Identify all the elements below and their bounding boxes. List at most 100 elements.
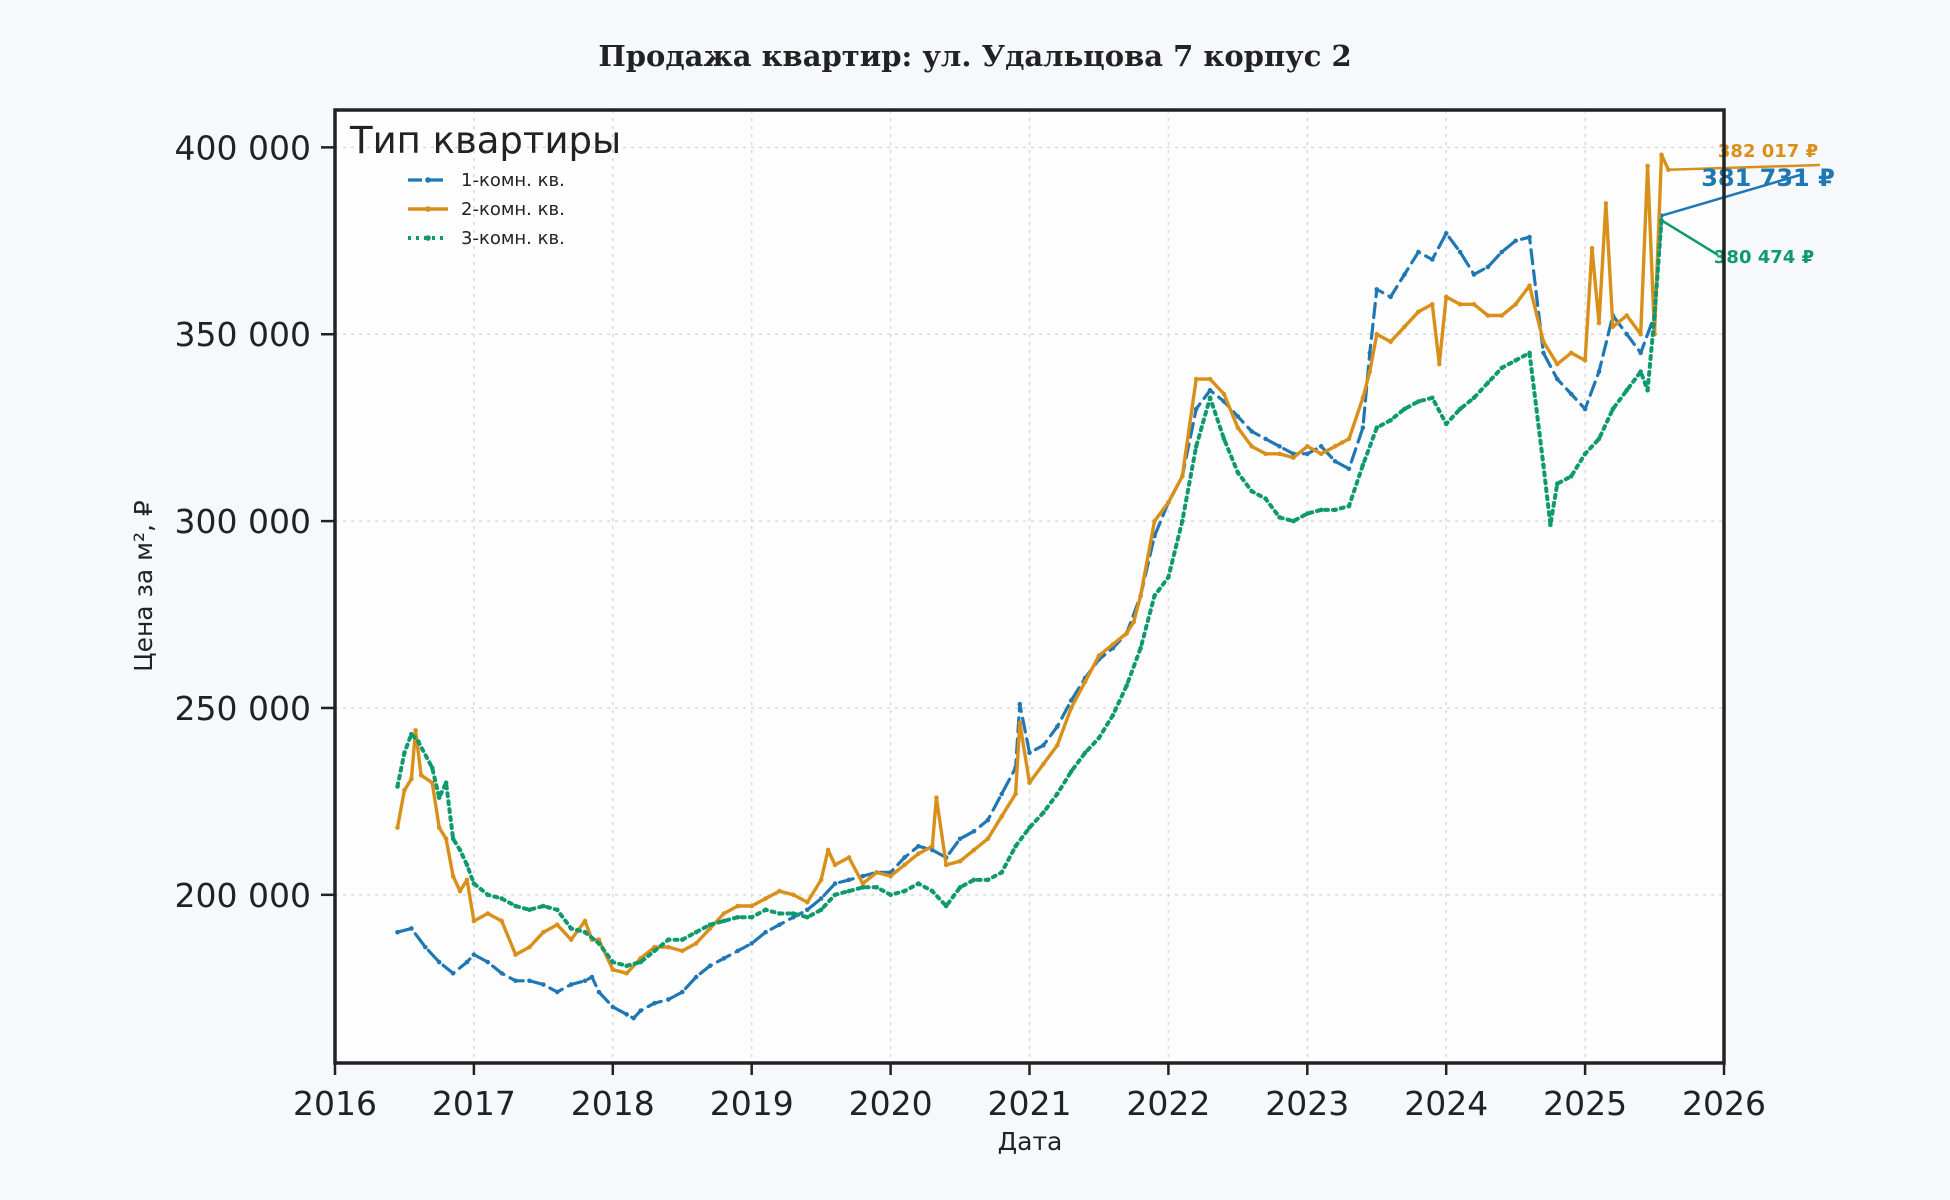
- y-tick-label: 300 000: [175, 502, 311, 541]
- data-point: [929, 888, 935, 894]
- data-point: [413, 728, 418, 733]
- data-point: [1017, 720, 1023, 726]
- x-axis-label: Дата: [998, 1127, 1063, 1156]
- data-point: [666, 937, 671, 942]
- data-point: [402, 750, 407, 756]
- data-point: [471, 918, 477, 924]
- data-point: [1638, 369, 1643, 374]
- data-point: [1485, 264, 1491, 270]
- data-point: [1013, 843, 1018, 849]
- data-point: [874, 885, 880, 890]
- data-point: [624, 1012, 629, 1017]
- data-point: [527, 978, 532, 984]
- data-point: [450, 873, 456, 879]
- data-point: [610, 1004, 616, 1010]
- data-point: [1082, 750, 1088, 756]
- data-point: [582, 978, 588, 984]
- data-point: [471, 952, 477, 957]
- data-point: [999, 870, 1005, 875]
- data-point: [1054, 743, 1060, 748]
- data-point: [1485, 380, 1491, 386]
- data-point: [902, 862, 907, 868]
- y-tick-label: 250 000: [175, 689, 311, 728]
- data-point: [485, 911, 491, 916]
- data-point: [804, 907, 810, 913]
- x-tick-label: 2023: [1265, 1084, 1349, 1123]
- data-point: [791, 914, 796, 920]
- data-point: [416, 739, 421, 744]
- annotation-arrow: [1661, 173, 1801, 217]
- data-point: [1152, 593, 1157, 599]
- data-point: [707, 926, 713, 931]
- data-point: [1277, 444, 1282, 449]
- data-point: [1193, 376, 1199, 382]
- annotation-label: 381 731 ₽: [1701, 164, 1835, 192]
- data-point: [631, 1015, 636, 1021]
- data-point: [1436, 361, 1442, 367]
- data-point: [1582, 358, 1588, 363]
- legend-title: Тип квартиры: [349, 119, 621, 162]
- data-point: [485, 959, 491, 965]
- data-point: [1596, 369, 1602, 374]
- data-point: [1017, 701, 1023, 707]
- x-axis: 2016 2017 2018 2019 2020 2021 2022 2023 2024 2025…: [293, 1063, 1766, 1123]
- data-point: [777, 922, 782, 928]
- data-point: [679, 989, 685, 995]
- data-point: [957, 858, 963, 864]
- data-point: [1263, 451, 1268, 457]
- data-point: [1041, 743, 1046, 748]
- data-point: [1193, 444, 1199, 449]
- data-point: [638, 959, 643, 965]
- data-point: [791, 911, 796, 916]
- data-point: [1346, 436, 1352, 442]
- data-point: [1513, 302, 1518, 307]
- data-point: [1582, 406, 1588, 412]
- data-point: [749, 941, 754, 946]
- data-point: [1416, 399, 1421, 404]
- data-point: [846, 888, 852, 894]
- data-point: [1443, 421, 1449, 427]
- data-point: [527, 907, 532, 913]
- x-tick-label: 2025: [1543, 1084, 1627, 1123]
- legend: Тип квартиры 1-комн. кв. 2-комн. кв. 3-ком…: [349, 119, 621, 249]
- data-point: [1374, 287, 1380, 292]
- data-point: [1179, 473, 1185, 479]
- data-point: [971, 828, 977, 834]
- data-point: [1499, 365, 1505, 371]
- data-point: [1367, 369, 1373, 374]
- x-tick-label: 2017: [432, 1084, 516, 1123]
- data-point: [1318, 444, 1324, 449]
- data-point: [943, 903, 949, 909]
- annotation-arrow: [1668, 163, 1821, 172]
- data-point: [1541, 339, 1546, 345]
- y-axis-label: Цена за м², ₽: [129, 500, 158, 672]
- data-point: [624, 963, 629, 969]
- legend-marker: [425, 177, 431, 183]
- data-point: [1527, 283, 1532, 288]
- legend-marker: [425, 206, 431, 212]
- data-point: [929, 847, 935, 853]
- data-point: [1388, 294, 1393, 300]
- data-point: [832, 892, 838, 898]
- data-point: [568, 982, 574, 987]
- data-point: [1443, 294, 1449, 300]
- data-point: [1339, 440, 1345, 445]
- data-point: [499, 918, 504, 924]
- data-point: [450, 836, 456, 842]
- data-point: [1624, 387, 1630, 393]
- data-point: [499, 971, 504, 976]
- data-point: [825, 847, 831, 853]
- data-point: [1318, 507, 1324, 513]
- data-point: [450, 971, 456, 976]
- data-point: [1332, 507, 1338, 513]
- data-point: [1457, 249, 1463, 255]
- data-point: [860, 885, 866, 890]
- data-point: [1166, 500, 1171, 505]
- data-point: [610, 967, 616, 972]
- data-point: [1166, 574, 1171, 580]
- data-point: [1124, 630, 1130, 636]
- data-point: [916, 881, 921, 886]
- data-point: [513, 978, 518, 984]
- annotation-label: 380 474 ₽: [1714, 247, 1814, 268]
- data-point: [436, 959, 442, 965]
